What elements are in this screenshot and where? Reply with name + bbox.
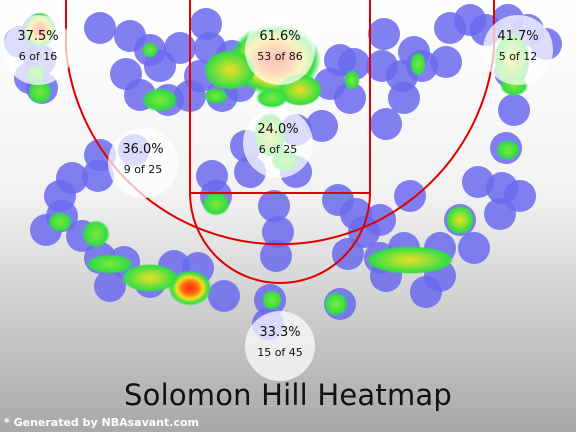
- heat-blob: [28, 80, 52, 104]
- heat-blob: [142, 42, 158, 58]
- heat-blob: [168, 270, 212, 306]
- shot-dot: [82, 160, 114, 192]
- heat-blob: [496, 140, 520, 160]
- shot-dot: [258, 190, 290, 222]
- heat-blob: [82, 220, 110, 248]
- heat-blob: [204, 88, 228, 104]
- heat-blob: [48, 212, 72, 232]
- zone-bubble-circle: [245, 311, 315, 381]
- zone-made-attempted: 15 of 45: [257, 346, 303, 359]
- shot-dot: [484, 198, 516, 230]
- zone-percentage: 24.0%: [257, 122, 298, 137]
- shot-dot: [498, 94, 530, 126]
- shot-dot: [332, 238, 364, 270]
- zone-bubble-circle: [483, 15, 553, 85]
- zone-bubble-circle: [3, 15, 73, 85]
- heat-blob: [256, 88, 288, 108]
- shot-dot: [338, 48, 370, 80]
- shot-dot: [370, 108, 402, 140]
- zone-bubbles: 37.5% 6 of 16 61.6% 53 of 86 41.7% 5 of 12 36.…: [3, 15, 553, 381]
- heat-blob: [204, 50, 256, 90]
- zone-percentage: 33.3%: [259, 325, 300, 340]
- zone-made-attempted: 5 of 12: [499, 50, 538, 63]
- court-lines: [65, 0, 495, 284]
- zone-made-attempted: 9 of 25: [124, 163, 163, 176]
- zone-bubble: 37.5% 6 of 16: [3, 15, 73, 85]
- zone-made-attempted: 6 of 25: [259, 143, 298, 156]
- zone-percentage: 61.6%: [259, 29, 300, 44]
- zone-percentage: 36.0%: [122, 142, 163, 157]
- heat-blob: [86, 254, 134, 274]
- heat-blob: [142, 88, 178, 112]
- zone-percentage: 37.5%: [17, 29, 58, 44]
- shot-dot: [430, 46, 462, 78]
- shot-dot: [196, 160, 228, 192]
- shot-dot: [84, 12, 116, 44]
- chart-title: Solomon Hill Heatmap: [124, 378, 452, 412]
- zone-bubble: 33.3% 15 of 45: [245, 311, 315, 381]
- shot-dot: [340, 198, 372, 230]
- zone-bubble: 24.0% 6 of 25: [243, 108, 313, 178]
- heat-blob: [324, 292, 348, 316]
- heat-blob: [202, 192, 230, 216]
- three-point-line: [65, 0, 495, 246]
- shot-dot: [334, 82, 366, 114]
- shot-dot: [462, 166, 494, 198]
- heat-blob: [262, 290, 282, 310]
- zone-bubble-circle: [243, 108, 313, 178]
- shot-dot: [164, 32, 196, 64]
- shot-dot: [388, 82, 420, 114]
- shot-dot: [208, 280, 240, 312]
- heat-blob: [366, 246, 454, 274]
- heat-blob: [410, 52, 426, 76]
- heat-blob: [122, 264, 178, 292]
- free-throw-circle: [189, 192, 371, 284]
- paint-lane: [189, 0, 371, 194]
- shot-dot: [368, 18, 400, 50]
- zone-bubble-circle: [108, 128, 178, 198]
- shot-dot: [306, 110, 338, 142]
- zone-bubble: 41.7% 5 of 12: [483, 15, 553, 85]
- shot-dot: [260, 240, 292, 272]
- zone-bubble: 61.6% 53 of 86: [245, 15, 315, 85]
- heat-blob: [344, 70, 360, 90]
- zone-made-attempted: 53 of 86: [257, 50, 303, 63]
- shot-dot: [190, 8, 222, 40]
- zone-made-attempted: 6 of 16: [19, 50, 58, 63]
- zone-bubble: 36.0% 9 of 25: [108, 128, 178, 198]
- generated-by-note: * Generated by NBAsavant.com: [4, 416, 199, 429]
- heat-blob: [446, 206, 474, 234]
- shot-dot: [262, 216, 294, 248]
- shot-dot: [394, 180, 426, 212]
- shot-dot: [94, 270, 126, 302]
- zone-percentage: 41.7%: [497, 29, 538, 44]
- shot-dot: [458, 232, 490, 264]
- zone-bubble-circle: [245, 15, 315, 85]
